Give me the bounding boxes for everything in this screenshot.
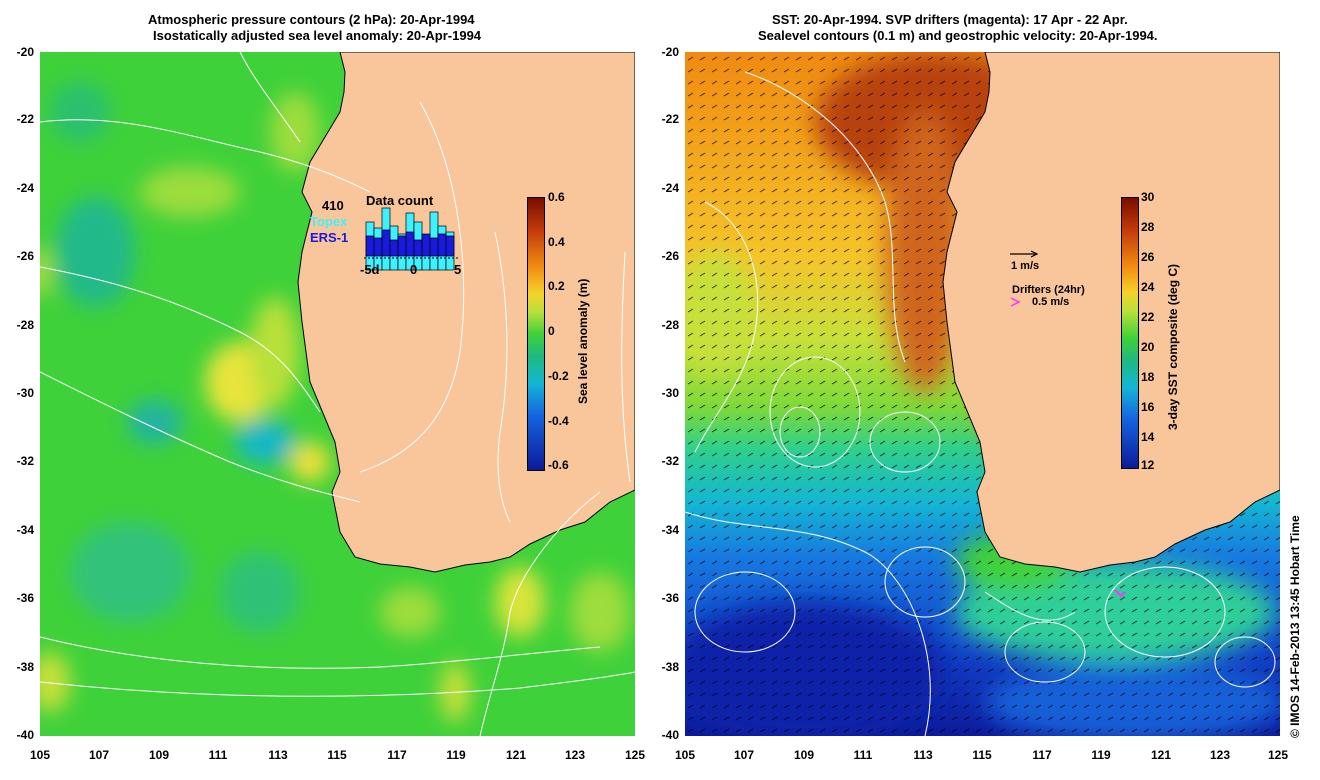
left-y-tick: -24 [16, 181, 34, 195]
drifter-speed-label: 0.5 m/s [1032, 296, 1070, 308]
sst-cb-tick: 26 [1141, 250, 1155, 264]
sla-field [28, 82, 630, 722]
sla-cb-tick: 0 [548, 324, 555, 338]
left-x-tick: 115 [327, 748, 347, 762]
velocity-scale-label: 1 m/s [1011, 260, 1040, 272]
left-y-tick: -34 [16, 523, 34, 537]
pressure-contours [39, 51, 636, 737]
left-x-tick: 121 [505, 748, 527, 762]
left-x-tick: 119 [446, 748, 466, 762]
sst-cb-tick: 22 [1141, 310, 1155, 324]
right-x-tick: 117 [1032, 748, 1052, 762]
ers1-label: ERS-1 [310, 230, 349, 245]
data-count-histogram [364, 207, 458, 271]
right-y-tick: -20 [661, 45, 679, 59]
sst-cb-tick: 18 [1141, 370, 1155, 384]
hist-tick-zero: 0 [410, 262, 418, 277]
left-map-svg [28, 51, 636, 737]
velocity-legend [1010, 250, 1039, 258]
sla-colorbar [527, 197, 545, 471]
drifters-legend-title: Drifters (24hr) [1012, 284, 1085, 296]
sla-cb-tick: -0.6 [548, 458, 569, 472]
left-title-line1: Atmospheric pressure contours (2 hPa): 2… [148, 12, 475, 27]
right-x-tick: 107 [733, 748, 755, 762]
sst-colorbar-label: 3-day SST composite (deg C) [1166, 263, 1180, 430]
sst-cb-tick: 28 [1141, 220, 1155, 234]
left-x-tick: 105 [29, 748, 51, 762]
sst-cb-tick: 24 [1141, 280, 1155, 294]
right-x-tick: 113 [913, 748, 933, 762]
left-y-tick: -36 [16, 591, 34, 605]
left-x-tick: 109 [148, 748, 170, 762]
hist-tick-end: 5 [454, 262, 462, 277]
right-x-tick: 123 [1209, 748, 1231, 762]
hist-tick-start: -5d [360, 262, 380, 277]
sst-cb-tick: 16 [1141, 400, 1155, 414]
left-title-line2: Isostatically adjusted sea level anomaly… [153, 28, 482, 43]
sst-cb-tick: 12 [1141, 458, 1155, 472]
left-y-tick: -20 [16, 45, 34, 59]
sst-cb-tick: 14 [1141, 430, 1155, 444]
sla-cb-tick: 0.4 [548, 235, 565, 249]
topex-label: Topex [310, 214, 348, 229]
sst-colorbar [1121, 197, 1139, 469]
right-x-tick: 105 [674, 748, 696, 762]
right-x-tick: 109 [793, 748, 815, 762]
right-y-tick: -36 [661, 591, 679, 605]
right-map-svg [665, 51, 1285, 742]
left-x-tick: 111 [208, 748, 228, 762]
right-y-tick: -26 [661, 249, 679, 263]
sla-cb-tick: -0.2 [548, 369, 569, 383]
sla-colorbar-label: Sea level anomaly (m) [576, 278, 590, 404]
australia-land [297, 51, 636, 573]
left-x-tick: 117 [387, 748, 407, 762]
right-y-tick: -22 [661, 112, 679, 126]
sst-cb-tick: 20 [1141, 340, 1155, 354]
left-y-tick: -26 [16, 249, 34, 263]
left-x-tick: 125 [624, 748, 646, 762]
data-count-number: 410 [322, 198, 344, 213]
right-x-tick: 111 [853, 748, 873, 762]
left-y-tick: -28 [16, 318, 34, 332]
right-title-line2: Sealevel contours (0.1 m) and geostrophi… [758, 28, 1158, 43]
australia-land [942, 51, 1281, 573]
left-y-tick: -30 [16, 386, 34, 400]
sla-cb-tick: -0.4 [548, 414, 569, 428]
right-title-line1: SST: 20-Apr-1994. SVP drifters (magenta)… [772, 12, 1128, 27]
left-x-tick: 107 [88, 748, 110, 762]
data-count-title: Data count [366, 193, 434, 208]
right-x-tick: 119 [1091, 748, 1111, 762]
right-y-tick: -32 [661, 454, 679, 468]
right-x-tick: 125 [1267, 748, 1289, 762]
sst-cb-tick: 30 [1141, 190, 1155, 204]
right-x-tick: 115 [972, 748, 992, 762]
right-y-tick: -34 [661, 523, 679, 537]
left-x-tick: 113 [268, 748, 288, 762]
left-x-tick: 123 [564, 748, 586, 762]
right-sst-map [665, 51, 1285, 742]
right-y-tick: -24 [661, 181, 679, 195]
drifter-legend-marker [1010, 297, 1021, 307]
right-y-tick: -28 [661, 318, 679, 332]
sla-cb-tick: 0.6 [548, 190, 565, 204]
left-y-tick: -32 [16, 454, 34, 468]
drifter-track [1114, 589, 1126, 598]
right-y-tick: -30 [661, 386, 679, 400]
left-y-tick: -38 [16, 660, 34, 674]
imos-credit: © IMOS 14-Feb-2013 13:45 Hobart Time [1288, 515, 1302, 738]
right-x-tick: 121 [1150, 748, 1172, 762]
left-sla-map [28, 51, 636, 737]
sea-level-contours [684, 71, 1276, 737]
right-y-tick: -38 [661, 660, 679, 674]
sla-cb-tick: 0.2 [548, 279, 565, 293]
right-y-tick: -40 [661, 728, 679, 742]
left-y-tick: -22 [16, 112, 34, 126]
left-y-tick: -40 [16, 728, 34, 742]
